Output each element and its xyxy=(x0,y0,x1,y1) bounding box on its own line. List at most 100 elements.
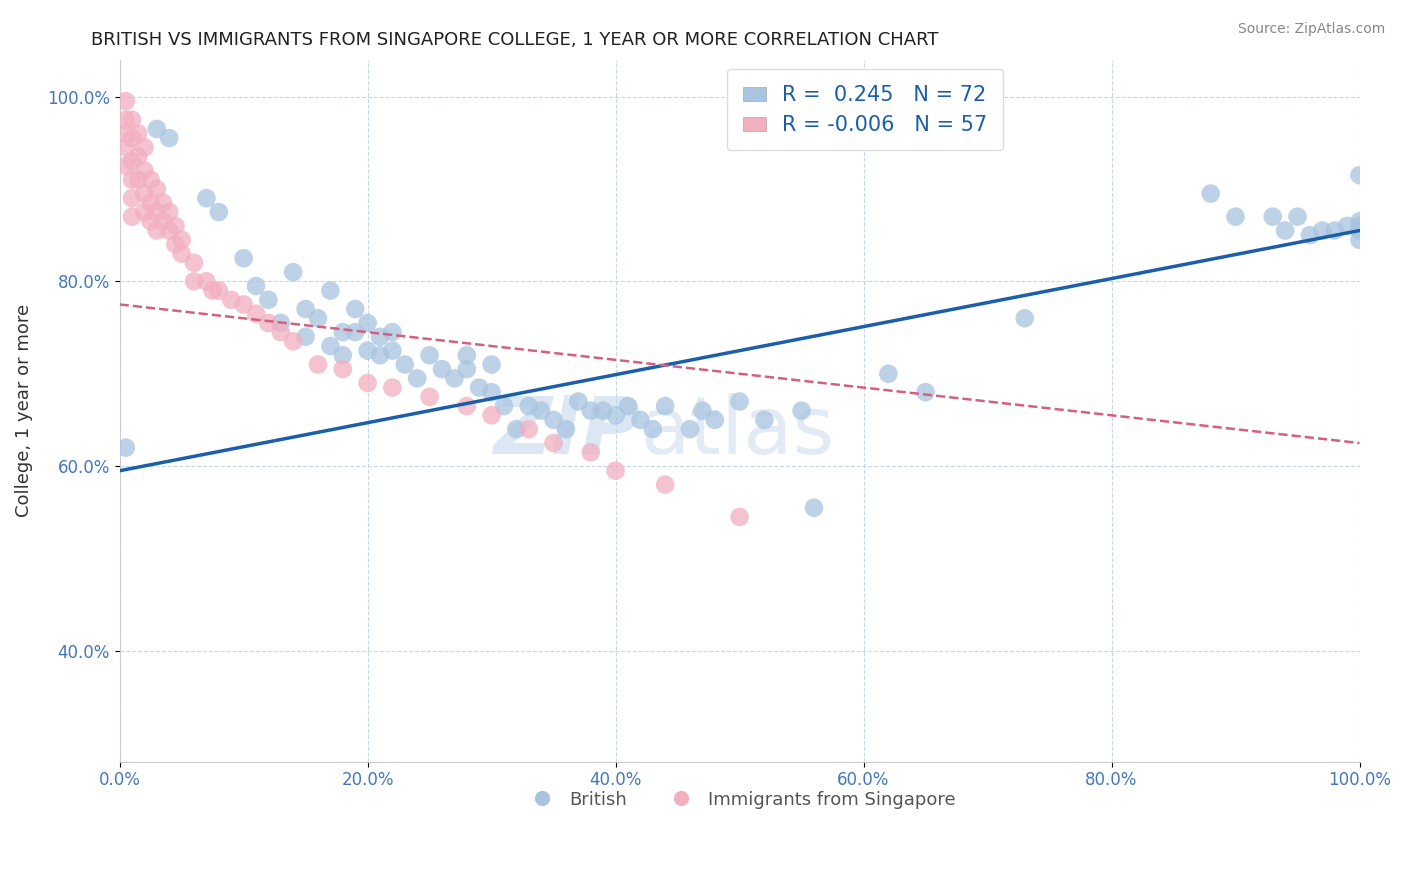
Point xyxy=(195,274,218,288)
Point xyxy=(1348,214,1371,228)
Point xyxy=(654,399,676,413)
Y-axis label: College, 1 year or more: College, 1 year or more xyxy=(15,304,32,517)
Point xyxy=(1274,223,1296,237)
Text: BRITISH VS IMMIGRANTS FROM SINGAPORE COLLEGE, 1 YEAR OR MORE CORRELATION CHART: BRITISH VS IMMIGRANTS FROM SINGAPORE COL… xyxy=(91,31,939,49)
Point xyxy=(728,510,751,524)
Point xyxy=(703,413,725,427)
Point xyxy=(332,362,354,376)
Point xyxy=(592,403,614,417)
Point xyxy=(121,112,143,127)
Point xyxy=(803,500,825,515)
Point xyxy=(1199,186,1222,201)
Point xyxy=(443,371,465,385)
Point xyxy=(530,403,553,417)
Point xyxy=(157,131,180,145)
Point xyxy=(356,343,378,358)
Point xyxy=(127,172,149,186)
Point xyxy=(692,403,714,417)
Point xyxy=(728,394,751,409)
Point xyxy=(1323,223,1346,237)
Point xyxy=(1348,168,1371,182)
Point xyxy=(307,358,329,372)
Point xyxy=(914,385,936,400)
Point xyxy=(114,127,136,141)
Point xyxy=(605,464,627,478)
Point xyxy=(430,362,453,376)
Point xyxy=(146,182,169,196)
Point xyxy=(481,358,503,372)
Point xyxy=(152,195,174,210)
Point xyxy=(790,403,813,417)
Point xyxy=(1348,233,1371,247)
Point xyxy=(1299,228,1322,243)
Point xyxy=(283,334,305,349)
Point xyxy=(543,413,565,427)
Point xyxy=(139,195,162,210)
Point xyxy=(1348,223,1371,237)
Point xyxy=(114,159,136,173)
Point xyxy=(456,362,478,376)
Point xyxy=(146,223,169,237)
Point xyxy=(456,348,478,362)
Point xyxy=(1286,210,1309,224)
Point xyxy=(294,301,316,316)
Point xyxy=(157,223,180,237)
Point xyxy=(754,413,776,427)
Point xyxy=(654,477,676,491)
Point xyxy=(579,445,602,459)
Point xyxy=(344,325,367,339)
Point xyxy=(114,112,136,127)
Text: atlas: atlas xyxy=(640,392,835,471)
Legend: British, Immigrants from Singapore: British, Immigrants from Singapore xyxy=(516,783,963,816)
Point xyxy=(157,205,180,219)
Point xyxy=(146,121,169,136)
Point xyxy=(152,214,174,228)
Point xyxy=(492,399,515,413)
Point xyxy=(139,172,162,186)
Point xyxy=(114,140,136,154)
Point xyxy=(381,343,404,358)
Point xyxy=(481,409,503,423)
Point xyxy=(579,403,602,417)
Point xyxy=(356,316,378,330)
Point xyxy=(319,284,342,298)
Point xyxy=(1336,219,1358,233)
Point xyxy=(617,399,640,413)
Point xyxy=(121,131,143,145)
Point xyxy=(257,316,280,330)
Point xyxy=(201,284,224,298)
Point xyxy=(270,325,292,339)
Point xyxy=(567,394,589,409)
Point xyxy=(121,210,143,224)
Point xyxy=(183,274,205,288)
Point xyxy=(517,422,540,436)
Point xyxy=(679,422,702,436)
Point xyxy=(294,330,316,344)
Point xyxy=(356,376,378,390)
Point xyxy=(368,330,391,344)
Point xyxy=(468,381,491,395)
Point xyxy=(146,205,169,219)
Point xyxy=(381,381,404,395)
Point xyxy=(127,127,149,141)
Point xyxy=(394,358,416,372)
Point xyxy=(245,307,267,321)
Point xyxy=(481,385,503,400)
Point xyxy=(183,256,205,270)
Point xyxy=(1310,223,1333,237)
Point xyxy=(232,297,254,311)
Point xyxy=(121,172,143,186)
Text: ZIP: ZIP xyxy=(494,392,640,471)
Point xyxy=(628,413,651,427)
Point xyxy=(1348,219,1371,233)
Point xyxy=(332,325,354,339)
Point xyxy=(419,390,441,404)
Point xyxy=(456,399,478,413)
Point xyxy=(139,214,162,228)
Point xyxy=(121,154,143,169)
Point xyxy=(195,191,218,205)
Point xyxy=(332,348,354,362)
Point xyxy=(283,265,305,279)
Point xyxy=(1225,210,1247,224)
Point xyxy=(219,293,242,307)
